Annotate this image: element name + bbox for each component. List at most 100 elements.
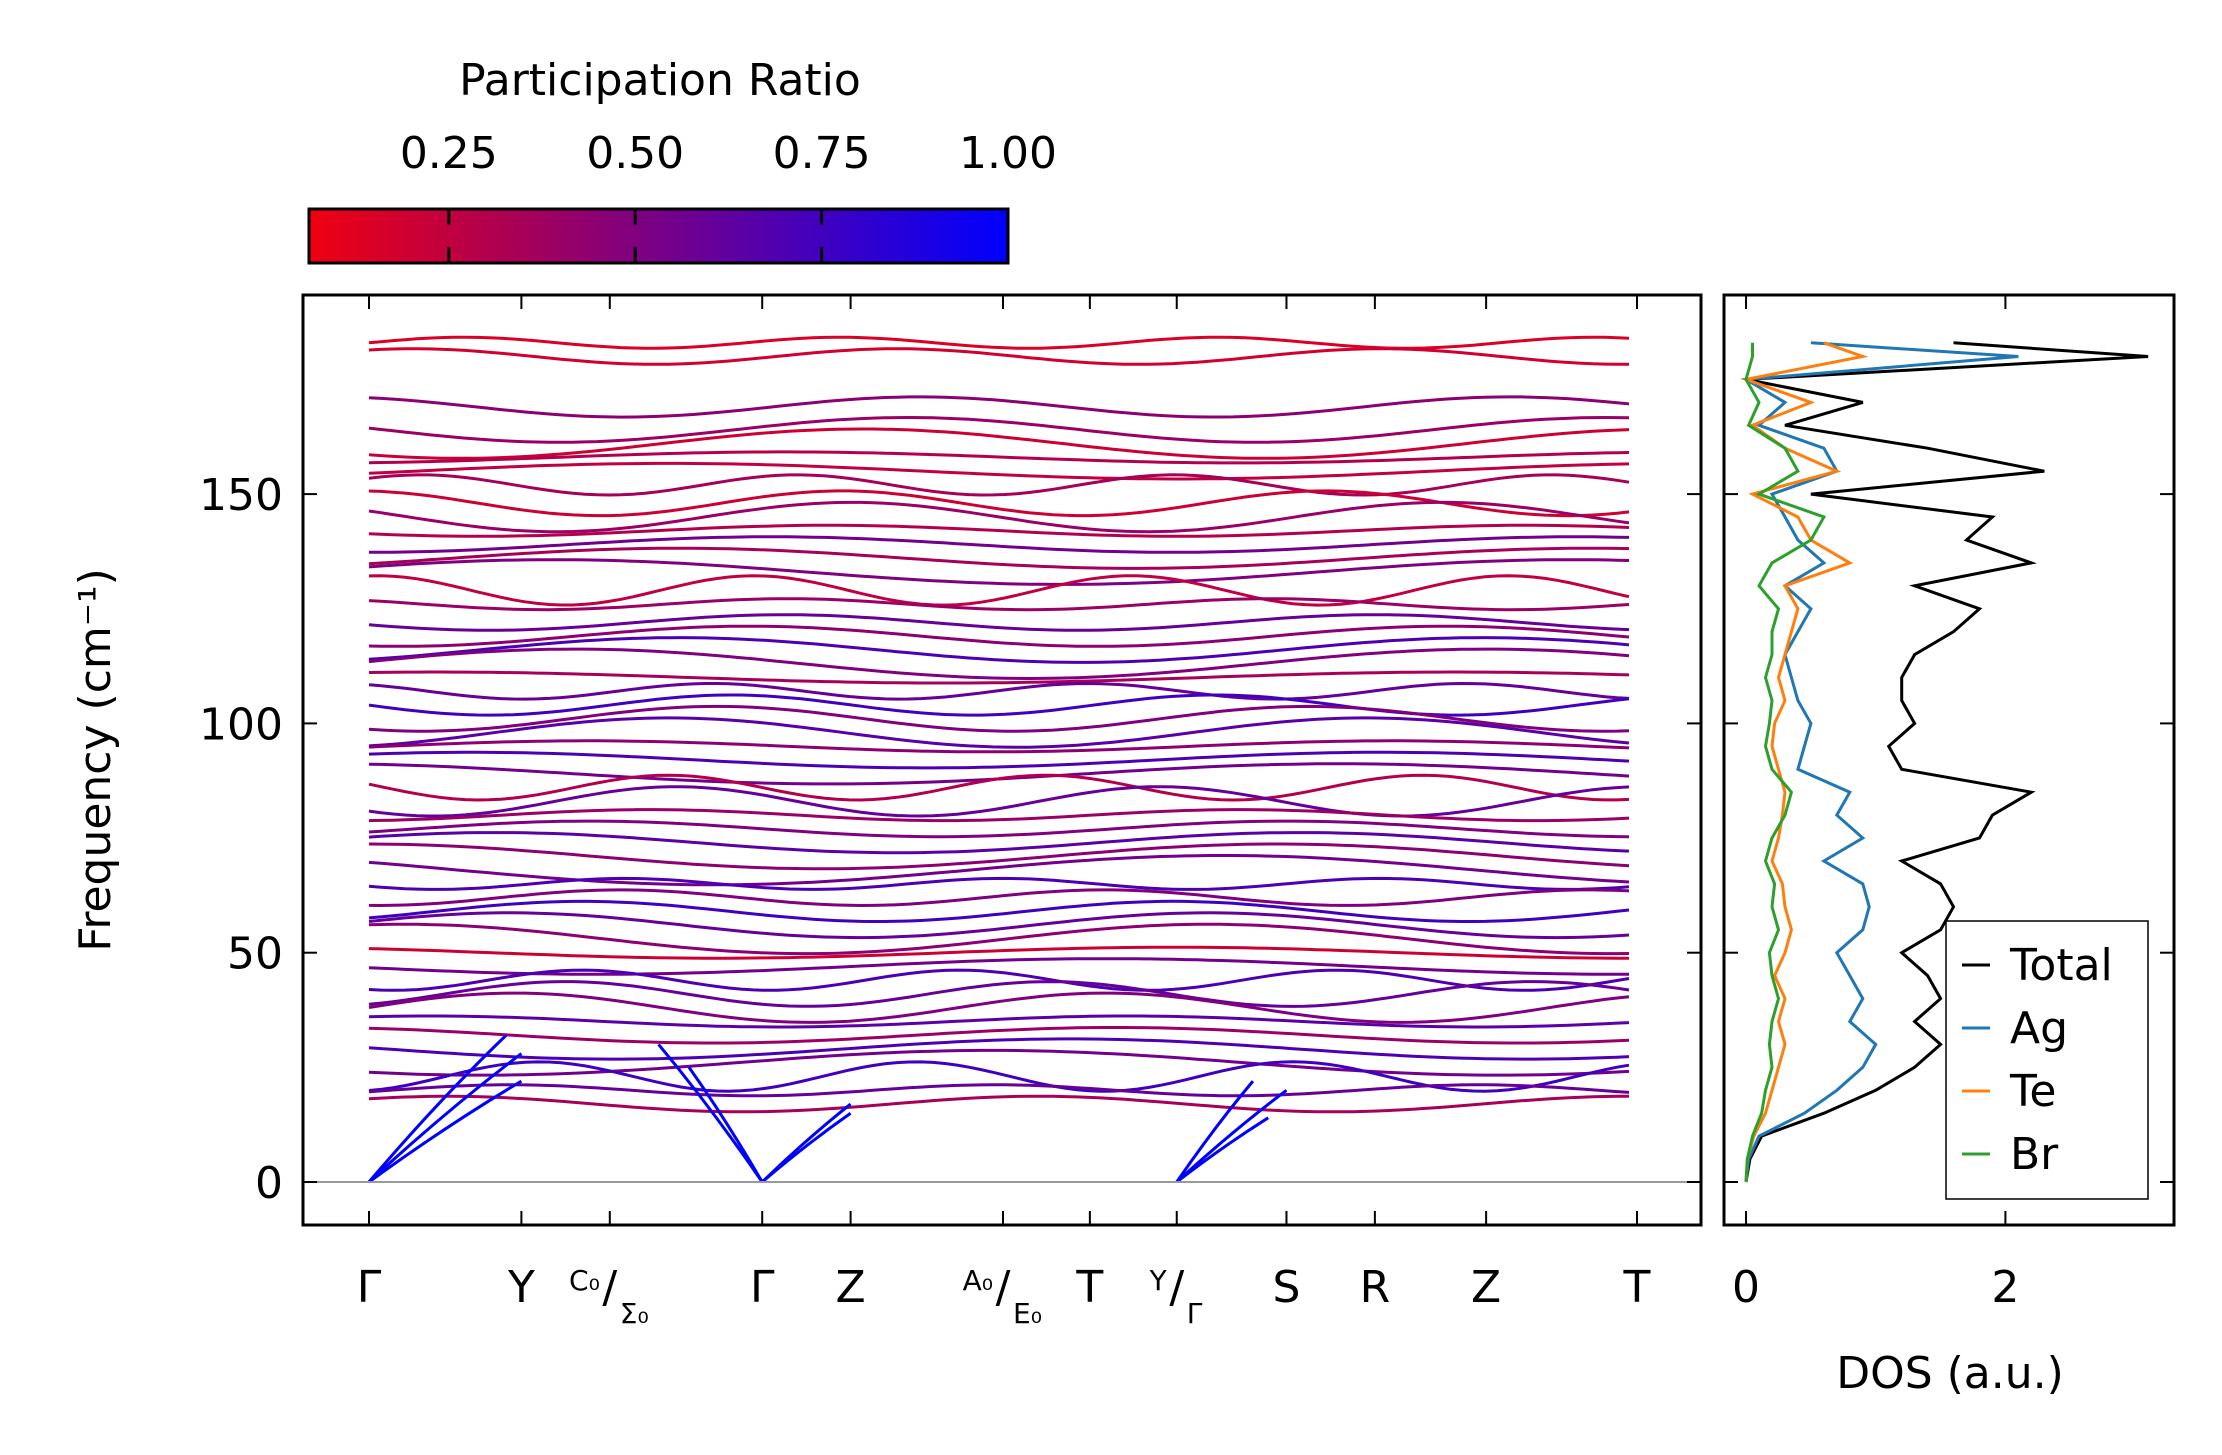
kpoint-label-top: Y xyxy=(1149,1264,1168,1297)
phonon-band xyxy=(368,1094,1630,1114)
phonon-band xyxy=(368,968,1630,992)
phonon-band xyxy=(368,597,1630,612)
y-tick-label: 50 xyxy=(227,929,283,980)
y-axis-label: Frequency (cm⁻¹) xyxy=(70,568,121,952)
phonon-band xyxy=(368,335,1630,350)
phonon-band xyxy=(368,500,1630,534)
kpoint-label-bottom: Γ xyxy=(1187,1297,1203,1330)
colorbar-label: Participation Ratio xyxy=(459,55,861,106)
phonon-band xyxy=(368,739,1630,754)
phonon-band xyxy=(368,842,1630,871)
dos-line-br xyxy=(1744,342,1827,1183)
phonon-band xyxy=(368,636,1630,664)
phonon-band xyxy=(368,1060,1630,1093)
kpoint-label: Γ xyxy=(750,1262,775,1313)
acoustic-branch xyxy=(367,1052,523,1184)
dos-x-axis-label: DOS (a.u.) xyxy=(1836,1348,2064,1399)
phonon-band xyxy=(368,911,1630,940)
kpoint-label: T xyxy=(1075,1262,1103,1313)
phonon-band xyxy=(368,750,1630,770)
phonon-band xyxy=(368,899,1630,923)
dos-line-total xyxy=(1744,341,2149,1183)
dos-x-tick-label: 2 xyxy=(1991,1262,2019,1313)
colorbar-tick-label: 1.00 xyxy=(959,128,1057,179)
phonon-band xyxy=(368,574,1630,607)
phonon-band xyxy=(368,1026,1630,1045)
phonon-band xyxy=(368,670,1630,685)
phonon-band xyxy=(368,647,1630,681)
phonon-band xyxy=(368,888,1630,908)
acoustic-branch xyxy=(1175,1080,1255,1183)
dos-plot: 0 2 DOS (a.u.) Total Ag Te Br xyxy=(1722,293,2176,1399)
dos-axes-frame xyxy=(1722,293,2176,1227)
kpoint-label-slash: / xyxy=(996,1262,1011,1313)
legend-label: Br xyxy=(2010,1129,2059,1180)
phonon-band xyxy=(368,704,1630,733)
phonon-band xyxy=(368,461,1630,481)
kpoint-label: Γ xyxy=(357,1262,382,1313)
phonon-band xyxy=(368,991,1630,1024)
kpoint-label: T xyxy=(1623,1262,1651,1313)
phonon-band xyxy=(368,1037,1630,1061)
phonon-band xyxy=(368,681,1630,701)
dos-line-te xyxy=(1740,341,1869,1183)
kpoint-label-top: A₀ xyxy=(963,1264,993,1297)
colorbar: Participation Ratio 0.25 0.50 0.75 1.00 xyxy=(307,55,1057,265)
acoustic-branch xyxy=(1175,1116,1269,1184)
phonon-band xyxy=(368,546,1630,570)
dos-legend: Total Ag Te Br xyxy=(1945,920,2149,1200)
phonon-band xyxy=(368,1083,1630,1098)
phonon-band xyxy=(368,624,1630,648)
phonon-band xyxy=(368,831,1630,855)
y-tick-label: 100 xyxy=(199,699,283,750)
kpoint-label-slash: / xyxy=(602,1262,617,1313)
kpoint-label-slash: / xyxy=(1169,1262,1184,1313)
phonon-band xyxy=(368,819,1630,839)
kpoint-label: S xyxy=(1273,1262,1301,1313)
legend-label: Ag xyxy=(2010,1003,2068,1054)
acoustic-branch xyxy=(657,1043,764,1183)
phonon-band xyxy=(368,523,1630,538)
dos-x-tick-label: 0 xyxy=(1732,1262,1760,1313)
phonon-band xyxy=(368,558,1630,586)
phonon-band xyxy=(369,535,1630,554)
phonon-band xyxy=(368,489,1630,518)
acoustic-branch xyxy=(368,1079,523,1184)
phonon-band xyxy=(368,808,1630,823)
acoustic-branch xyxy=(761,1102,852,1184)
phonon-band xyxy=(368,395,1630,419)
legend-label: Total xyxy=(2009,940,2113,991)
phonon-band xyxy=(368,957,1630,976)
phonon-band xyxy=(368,1048,1630,1077)
phonon-band xyxy=(368,613,1630,632)
phonon-band xyxy=(368,716,1630,749)
kpoint-label: Z xyxy=(1471,1262,1501,1313)
kpoint-label: Z xyxy=(836,1262,866,1313)
acoustic-branch xyxy=(761,1111,852,1184)
phonon-band xyxy=(368,980,1630,1008)
phonon-band xyxy=(368,773,1630,802)
phonon-band xyxy=(368,922,1630,956)
kpoint-label: Y xyxy=(507,1262,535,1313)
kpoint-label-bottom: E₀ xyxy=(1013,1297,1042,1330)
acoustic-branch xyxy=(367,1034,508,1183)
phonon-band xyxy=(368,415,1630,444)
phonon-band xyxy=(368,945,1629,960)
phonon-band xyxy=(368,427,1630,460)
colorbar-tick-label: 0.75 xyxy=(773,128,871,179)
colorbar-tick-label: 0.25 xyxy=(400,128,498,179)
kpoint-label-top: C₀ xyxy=(569,1264,600,1297)
legend-label: Te xyxy=(2009,1066,2056,1117)
colorbar-tick-label: 0.50 xyxy=(586,128,684,179)
phonon-band xyxy=(368,876,1630,891)
acoustic-branch xyxy=(687,1066,764,1183)
kpoint-label-bottom: Σ₀ xyxy=(620,1297,649,1330)
phonon-band xyxy=(368,450,1630,465)
phonon-band xyxy=(368,1014,1630,1029)
colorbar-gradient xyxy=(307,207,1010,265)
phonon-band xyxy=(368,347,1629,366)
y-tick-label: 0 xyxy=(255,1158,283,1209)
phonon-band xyxy=(368,473,1630,497)
y-tick-label: 150 xyxy=(199,470,283,521)
